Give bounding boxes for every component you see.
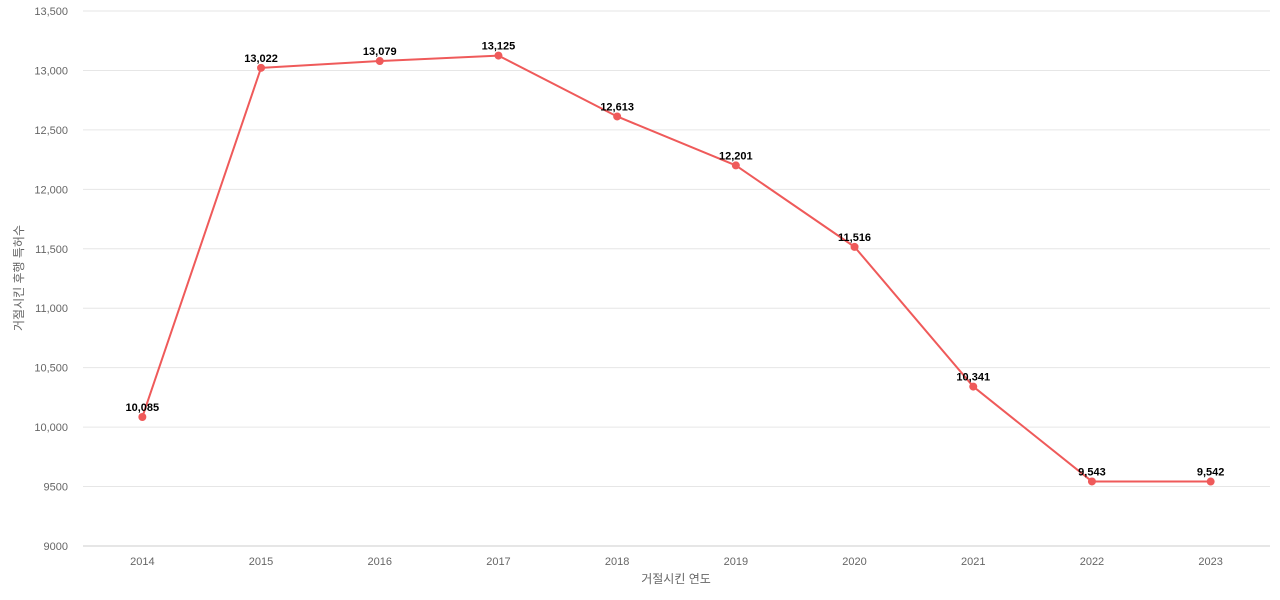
series-layer xyxy=(138,51,1215,486)
data-labels: 10,085 13,022 13,079 13,125 12,613 12,201 11,5… xyxy=(126,41,1225,479)
y-axis-title: 거절시킨 후행 특허수 xyxy=(11,225,26,331)
data-point[interactable] xyxy=(257,63,266,72)
grid-lines xyxy=(83,10,1270,547)
data-label: 10,341 xyxy=(956,372,990,384)
data-label: 11,516 xyxy=(838,232,871,244)
y-tick-label: 12,500 xyxy=(34,125,68,137)
x-tick-label: 2021 xyxy=(961,556,985,568)
x-axis-title: 거절시킨 연도 xyxy=(641,572,711,586)
data-label: 13,125 xyxy=(482,41,516,53)
y-tick-label: 11,500 xyxy=(35,244,68,256)
data-point[interactable] xyxy=(613,112,622,121)
y-tick-label: 9500 xyxy=(44,482,68,494)
data-point[interactable] xyxy=(850,242,859,251)
data-point[interactable] xyxy=(138,413,147,422)
y-tick-label: 13,000 xyxy=(34,65,68,77)
y-tick-label: 9000 xyxy=(44,541,68,553)
data-label: 13,079 xyxy=(363,46,397,58)
data-point[interactable] xyxy=(1206,477,1215,486)
x-tick-label: 2014 xyxy=(130,556,154,568)
data-label: 9,543 xyxy=(1078,466,1106,478)
x-axis-ticks: 2014 2015 2016 2017 2018 2019 2020 2021 2022 2023 xyxy=(130,556,1223,568)
y-tick-label: 11,000 xyxy=(35,303,68,315)
y-tick-label: 12,000 xyxy=(34,184,68,196)
data-label: 10,085 xyxy=(126,402,160,414)
series-line xyxy=(141,54,1211,483)
data-label: 12,613 xyxy=(600,101,634,113)
x-tick-label: 2017 xyxy=(486,556,510,568)
y-tick-label: 13,500 xyxy=(34,6,68,18)
y-tick-label: 10,500 xyxy=(34,363,68,375)
data-point[interactable] xyxy=(731,161,740,170)
data-label: 9,542 xyxy=(1197,467,1225,479)
x-tick-label: 2016 xyxy=(368,556,392,568)
data-label: 13,022 xyxy=(244,53,278,65)
data-point[interactable] xyxy=(1087,477,1096,486)
x-tick-label: 2018 xyxy=(605,556,629,568)
data-point[interactable] xyxy=(375,57,384,66)
x-tick-label: 2022 xyxy=(1080,556,1104,568)
x-tick-label: 2023 xyxy=(1198,556,1222,568)
x-tick-label: 2019 xyxy=(724,556,748,568)
x-tick-label: 2015 xyxy=(249,556,273,568)
y-axis-ticks: 9000 9500 10,000 10,500 11,000 11,500 12,000 12… xyxy=(34,6,68,553)
data-point[interactable] xyxy=(494,51,503,60)
y-tick-label: 10,000 xyxy=(34,422,68,434)
data-point[interactable] xyxy=(969,382,978,391)
x-tick-label: 2020 xyxy=(842,556,866,568)
data-label: 12,201 xyxy=(719,150,753,162)
